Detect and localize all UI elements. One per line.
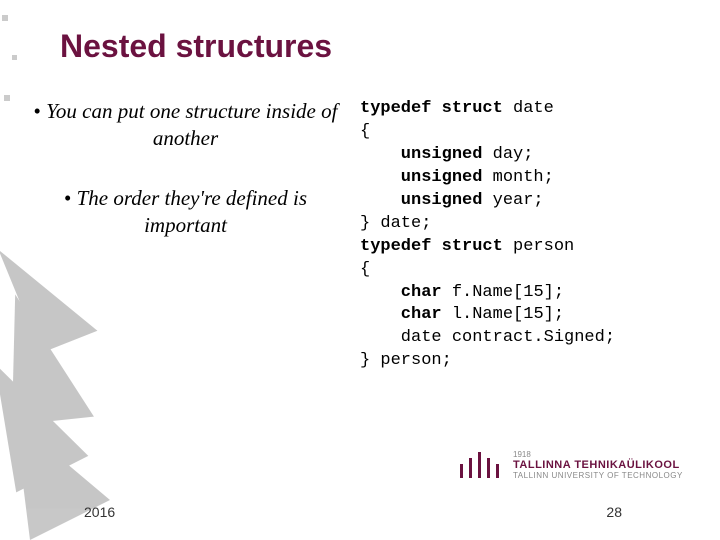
code-text: date <box>503 99 554 118</box>
code-text: { <box>360 122 370 141</box>
code-text: f.Name[15]; <box>442 283 564 302</box>
code-keyword: unsigned <box>360 191 482 210</box>
bullet-item: The order they're defined is important <box>28 185 343 240</box>
logo-name-english: TALLINN UNIVERSITY OF TECHNOLOGY <box>513 471 683 480</box>
logo-bars-icon <box>460 452 501 478</box>
code-text: } date; <box>360 214 431 233</box>
code-keyword: typedef struct <box>360 99 503 118</box>
footer-page-number: 28 <box>606 504 622 520</box>
logo-founding-year: 1918 <box>513 450 683 459</box>
code-keyword: char <box>360 283 442 302</box>
code-text: } person; <box>360 351 452 370</box>
code-text: day; <box>482 145 533 164</box>
code-block: typedef struct date { unsigned day; unsi… <box>360 98 615 373</box>
bullet-item: You can put one structure inside of anot… <box>28 98 343 153</box>
code-text: l.Name[15]; <box>442 305 564 324</box>
code-text: year; <box>482 191 543 210</box>
slide-title: Nested structures <box>60 28 332 65</box>
code-keyword: unsigned <box>360 145 482 164</box>
footer-year: 2016 <box>84 504 115 520</box>
code-text: date contract.Signed; <box>360 328 615 347</box>
code-keyword: char <box>360 305 442 324</box>
code-keyword: typedef struct <box>360 237 503 256</box>
code-text: person <box>503 237 574 256</box>
code-text: month; <box>482 168 553 187</box>
logo-name-estonian: TALLINNA TEHNIKAÜLIKOOL <box>513 459 683 471</box>
code-text: { <box>360 260 370 279</box>
university-logo: 1918 TALLINNA TEHNIKAÜLIKOOL TALLINN UNI… <box>460 450 690 490</box>
bullet-list: You can put one structure inside of anot… <box>28 98 343 271</box>
code-keyword: unsigned <box>360 168 482 187</box>
